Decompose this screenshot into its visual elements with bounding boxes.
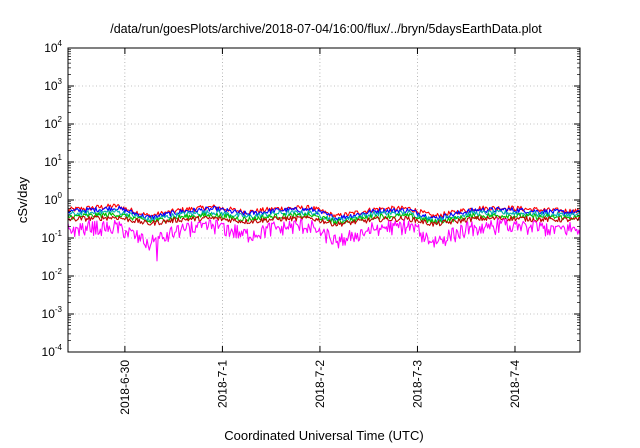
y-tick-label: 104 [44,39,62,55]
y-axis: 10-4 10-3 10-2 10-1 100 101 102 103 104 [42,39,580,359]
x-tick-label: 2018-7-4 [508,360,522,408]
series-layer [67,203,581,262]
y-tick-label: 100 [44,191,62,207]
series-line [67,203,581,219]
y-tick-label: 101 [44,153,62,169]
y-axis-title: cSv/day [15,176,30,223]
series-line [67,205,581,222]
y-tick-label: 102 [44,115,62,131]
x-axis-title: Coordinated Universal Time (UTC) [224,428,423,443]
y-tick-label: 10-4 [42,343,63,359]
x-tick-label: 2018-7-1 [215,360,229,408]
y-tick-label: 10-3 [42,305,63,321]
x-tick-label: 2018-7-2 [313,360,327,408]
grid [68,48,580,352]
series-line [67,215,581,227]
y-tick-label: 10-2 [42,267,63,283]
series-line [67,217,581,262]
chart-title: /data/run/goesPlots/archive/2018-07-04/1… [110,22,542,36]
y-tick-label: 103 [44,77,62,93]
y-tick-label: 10-1 [42,229,63,245]
x-tick-label: 2018-6-30 [118,360,132,415]
x-tick-label: 2018-7-3 [410,360,424,408]
x-axis: 2018-6-30 2018-7-1 2018-7-2 2018-7-3 2018-7-… [118,48,522,415]
